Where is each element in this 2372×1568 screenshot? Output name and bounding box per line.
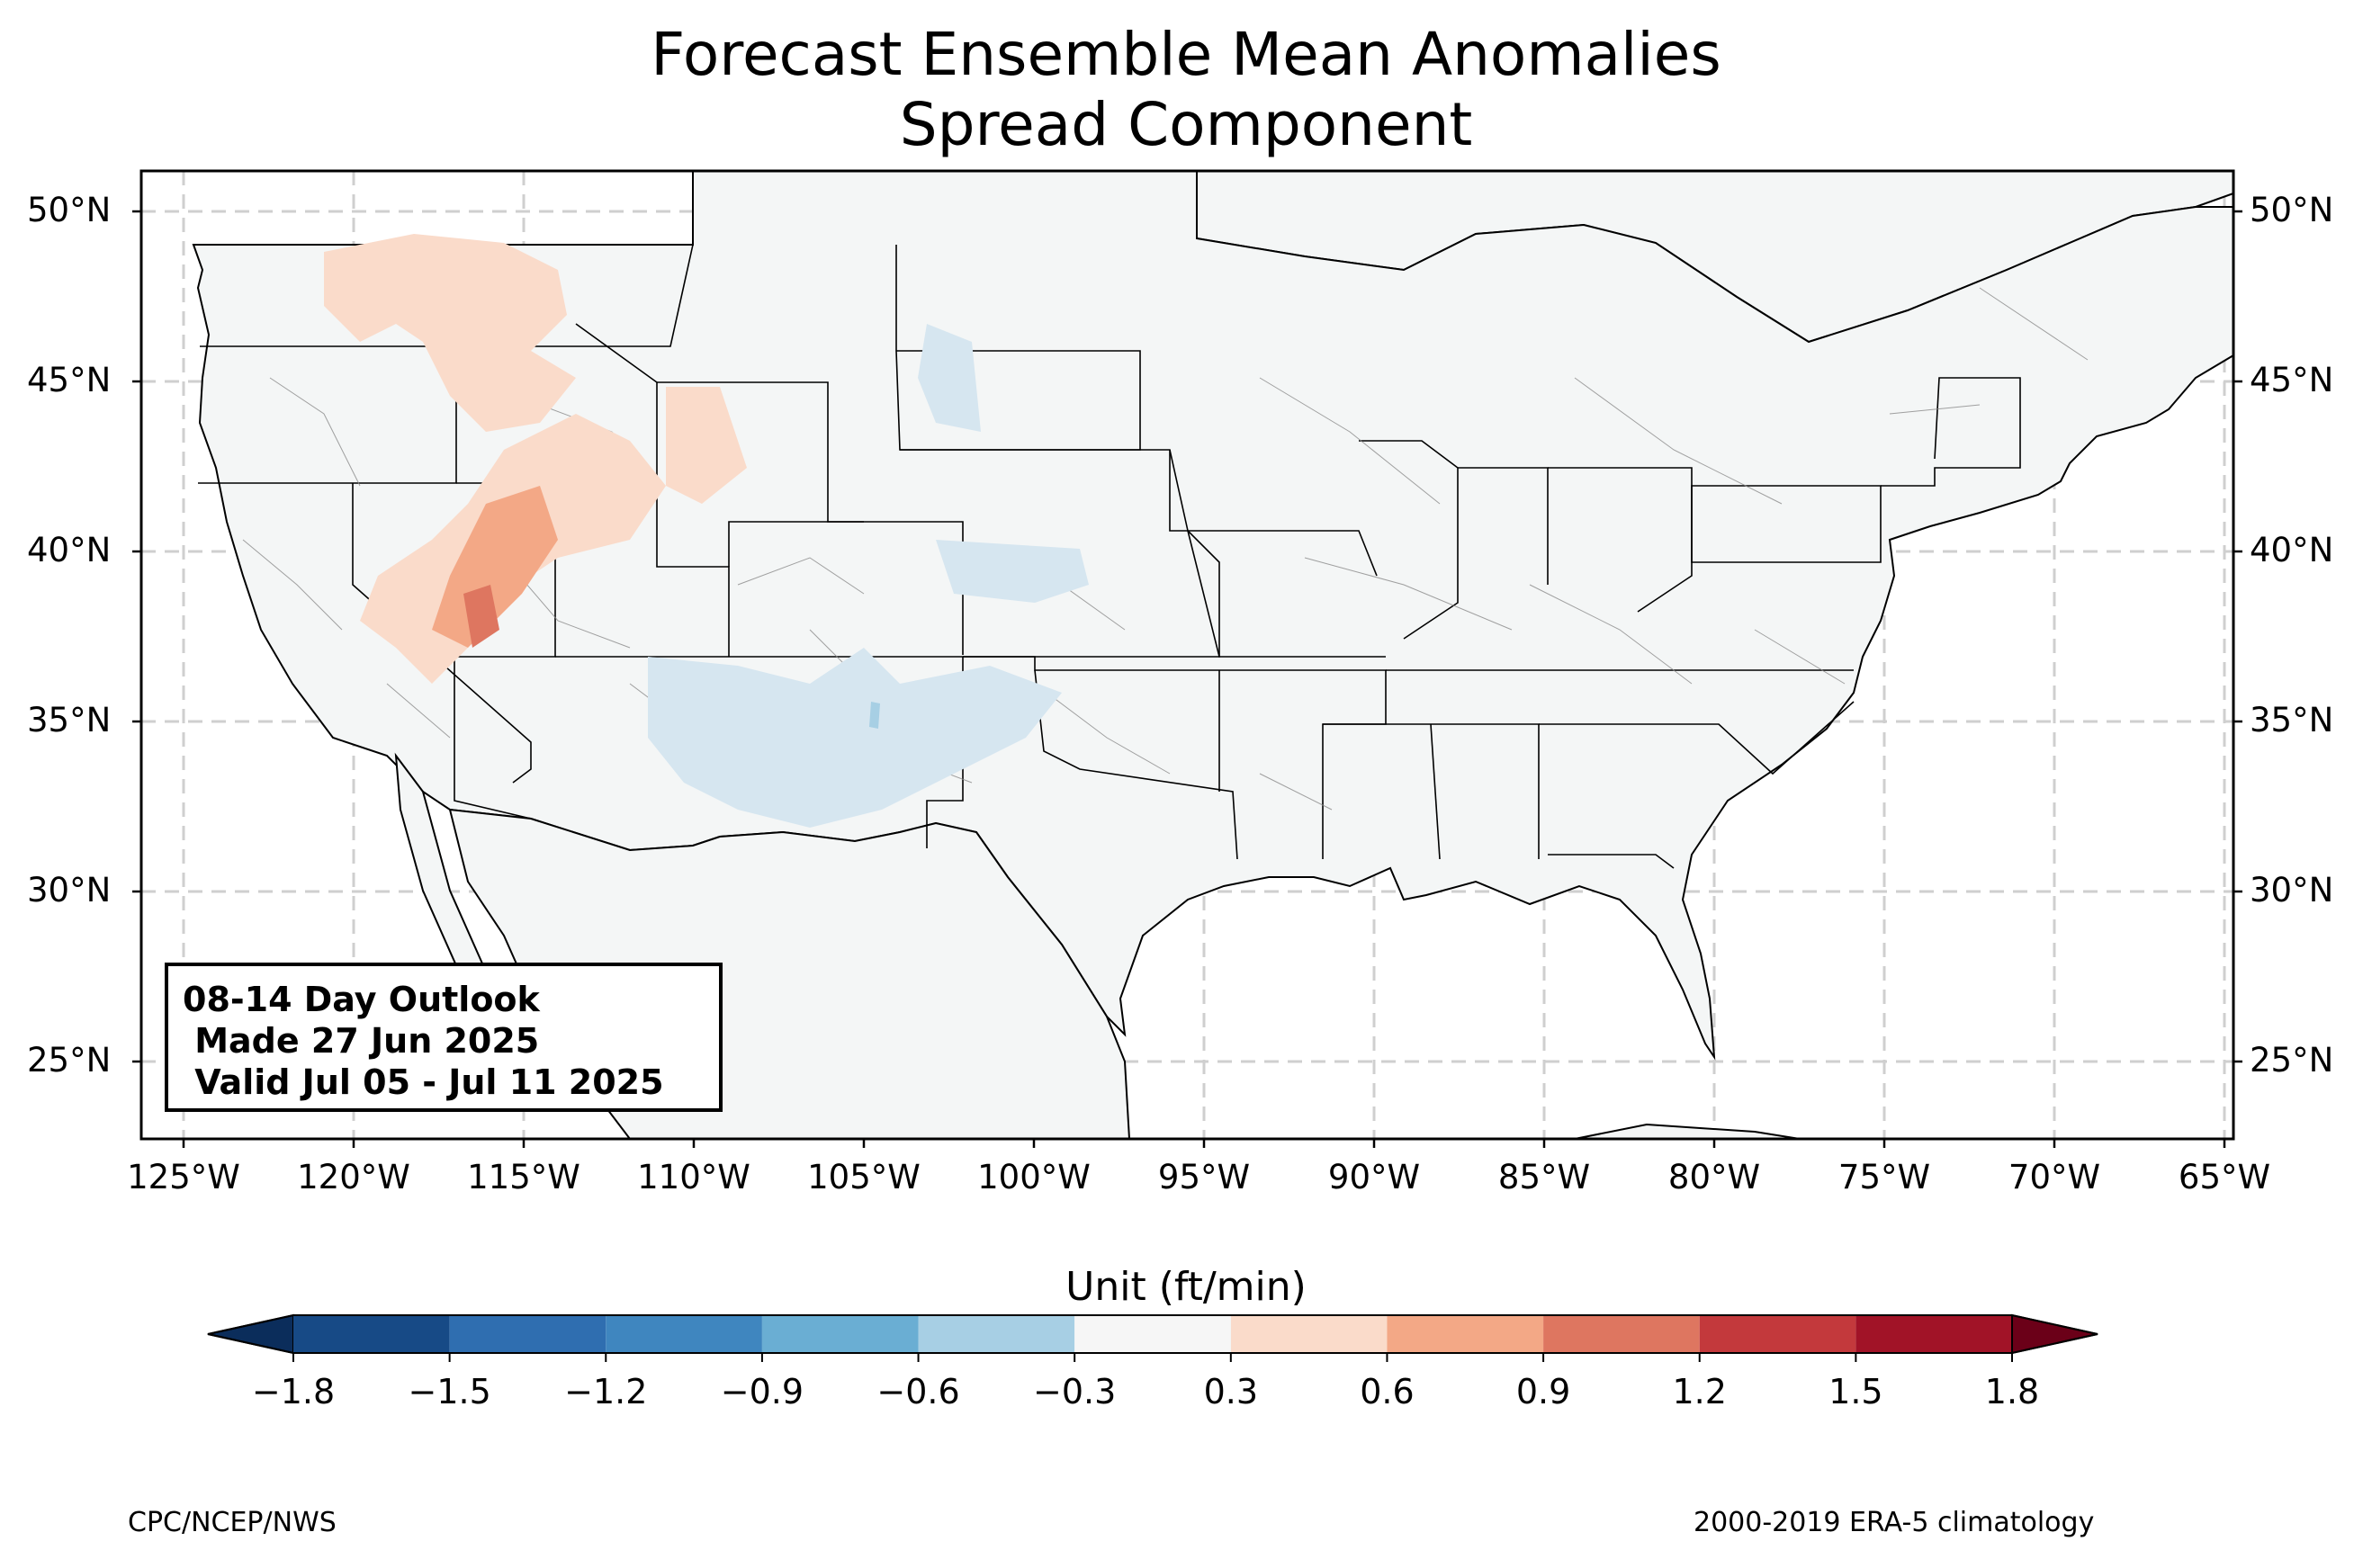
lat-label-left: 25°N [27, 1041, 112, 1080]
map-title-line2: Spread Component [899, 90, 1473, 159]
colorbar-tick-label: 0.9 [1515, 1372, 1571, 1411]
negative-anomaly-region [936, 540, 1089, 603]
colorbar-tick-label: −1.5 [408, 1372, 491, 1411]
state-borders [198, 244, 2021, 869]
colorbar-tick-label: 1.8 [1984, 1372, 2040, 1411]
colorbar-tick-label: 0.3 [1203, 1372, 1259, 1411]
colorbar-tick-label: −1.2 [564, 1372, 648, 1411]
lat-label-right: 50°N [2250, 191, 2334, 229]
axis-ticks [132, 210, 2242, 1148]
lat-label-right: 40°N [2250, 531, 2334, 569]
lon-label: 120°W [297, 1158, 410, 1196]
footer-climatology: 2000-2019 ERA-5 climatology [1694, 1507, 2095, 1538]
map-title-line1: Forecast Ensemble Mean Anomalies [651, 20, 1721, 89]
positive-anomaly-region [666, 387, 747, 504]
lon-label: 75°W [1837, 1158, 1931, 1196]
colorbar-segment [1699, 1315, 1856, 1353]
outlook-info-box: 08-14 Day Outlook Made 27 Jun 2025 Valid… [165, 963, 723, 1112]
lon-label: 125°W [127, 1158, 240, 1196]
lon-label: 110°W [637, 1158, 750, 1196]
footer-source: CPC/NCEP/NWS [128, 1507, 337, 1538]
colorbar-over-arrow [2011, 1313, 2098, 1355]
colorbar-segment [761, 1315, 919, 1353]
colorbar-segment [293, 1315, 450, 1353]
outlook-period: 08-14 Day Outlook [183, 980, 540, 1019]
colorbar-segment [1387, 1315, 1544, 1353]
colorbar-tick-label: −1.8 [251, 1372, 336, 1411]
lon-label: 95°W [1157, 1158, 1251, 1196]
colorbar-title: Unit (ft/min) [1065, 1264, 1307, 1310]
made-date: Made 27 Jun 2025 [183, 1021, 540, 1061]
colorbar-tick-label: −0.3 [1033, 1372, 1117, 1411]
colorbar-tick-label: 1.2 [1672, 1372, 1727, 1411]
lon-label: 70°W [2008, 1158, 2101, 1196]
negative-anomaly-region [648, 648, 1062, 828]
lat-label-left: 35°N [27, 701, 112, 739]
lon-label: 80°W [1667, 1158, 1761, 1196]
negative-anomaly-region [869, 702, 880, 729]
lon-label: 115°W [467, 1158, 580, 1196]
lon-label: 105°W [807, 1158, 921, 1196]
colorbar-segment [449, 1315, 606, 1353]
lon-label: 90°W [1327, 1158, 1421, 1196]
lat-label-right: 30°N [2250, 871, 2334, 909]
positive-anomaly-region [463, 585, 499, 648]
lat-label-left: 40°N [27, 531, 112, 569]
lon-label: 85°W [1497, 1158, 1591, 1196]
lon-label: 65°W [2178, 1158, 2271, 1196]
colorbar-tick-label: 1.5 [1828, 1372, 1883, 1411]
colorbar-segment [1855, 1315, 2012, 1353]
lat-label-right: 45°N [2250, 361, 2334, 399]
colorbar [207, 1313, 2098, 1362]
map-frame [139, 169, 2235, 1141]
lat-label-right: 25°N [2250, 1041, 2334, 1080]
valid-dates: Valid Jul 05 - Jul 11 2025 [183, 1062, 664, 1102]
colorbar-segment [1543, 1315, 1700, 1353]
colorbar-segment [606, 1315, 762, 1353]
colorbar-tick-label: 0.6 [1360, 1372, 1415, 1411]
colorbar-segment [918, 1315, 1075, 1353]
lon-label: 100°W [977, 1158, 1091, 1196]
colorbar-tick-label: −0.6 [876, 1372, 960, 1411]
positive-anomaly-region [432, 486, 558, 648]
negative-anomaly-region [918, 324, 981, 432]
anomaly-shading [324, 234, 1089, 828]
colorbar-segment [1074, 1315, 1231, 1353]
lat-label-left: 50°N [27, 191, 112, 229]
colorbar-segment [1230, 1315, 1388, 1353]
lat-label-left: 30°N [27, 871, 112, 909]
lat-label-right: 35°N [2250, 701, 2334, 739]
colorbar-under-arrow [207, 1313, 294, 1355]
lat-label-left: 45°N [27, 361, 112, 399]
colorbar-tick-label: −0.9 [720, 1372, 804, 1411]
positive-anomaly-region [324, 234, 576, 432]
